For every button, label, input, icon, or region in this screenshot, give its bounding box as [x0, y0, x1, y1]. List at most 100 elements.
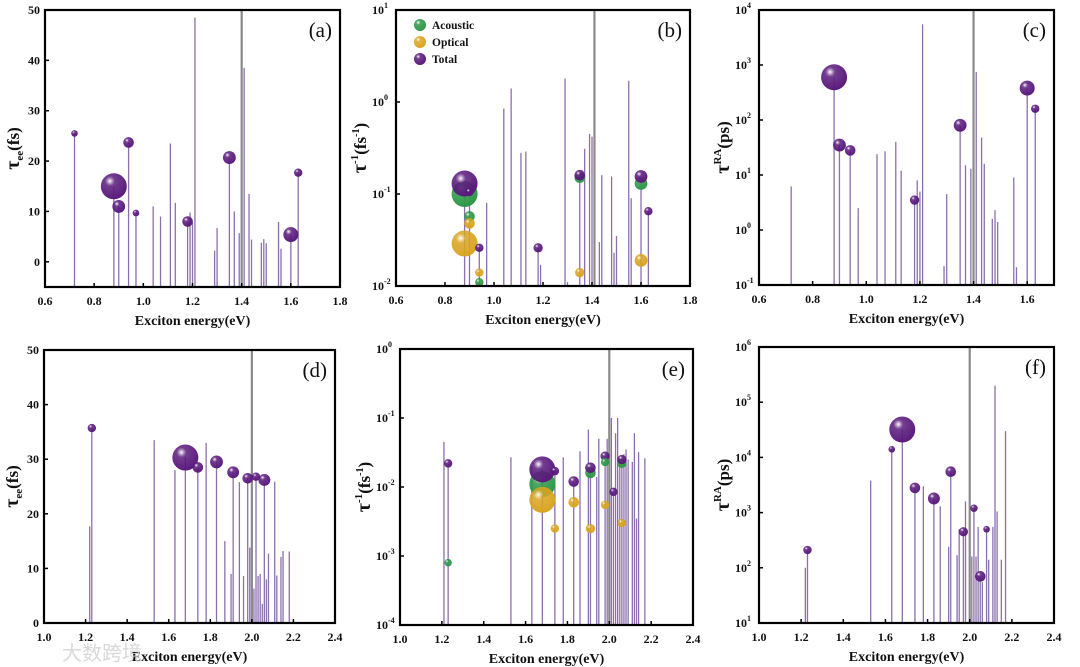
y-tick-exponent: -4: [388, 616, 395, 625]
y-tick-exponent: -1: [747, 276, 754, 285]
marker-acoustic: [600, 457, 610, 467]
x-tick-label: 1.2: [794, 630, 809, 644]
marker-total: [550, 466, 560, 476]
x-tick-label: 1.4: [836, 630, 851, 644]
marker-total: [192, 462, 204, 473]
y-tick-exponent: 5: [747, 393, 751, 402]
legend-label: Optical: [432, 37, 468, 49]
y-tick-label: 10: [735, 506, 747, 520]
marker-optical: [451, 230, 478, 257]
y-tick-label: 10: [376, 480, 388, 494]
y-tick-label: 10: [735, 168, 747, 182]
x-tick-label: 2.4: [328, 630, 343, 644]
y-tick-label: 10: [735, 450, 747, 464]
marker-total: [112, 200, 126, 213]
marker-total: [644, 207, 653, 216]
x-tick-label: 1.8: [560, 632, 575, 646]
x-tick-label: 0.8: [438, 293, 453, 307]
marker-total: [889, 416, 916, 443]
x-tick-label: 1.2: [78, 630, 93, 644]
marker-total: [909, 195, 920, 205]
y-tick-label: 10: [376, 549, 388, 563]
marker-total: [443, 459, 453, 468]
y-axis-label: τRA(ps): [712, 121, 734, 174]
marker-total: [294, 168, 303, 177]
x-tick-label: 0.6: [38, 294, 53, 308]
x-axis-label: Exciton energy(eV): [135, 314, 251, 329]
x-tick-label: 1.4: [966, 292, 981, 306]
y-tick-exponent: 3: [747, 56, 751, 65]
marker-total: [1019, 80, 1035, 96]
y-tick-label: 10: [372, 279, 384, 293]
y-tick-label: 10: [372, 187, 384, 201]
y-tick-label: 10: [735, 223, 747, 237]
y-axis-label: τRA(ps): [712, 459, 734, 512]
x-tick-label: 1.2: [434, 632, 449, 646]
marker-total: [888, 446, 896, 453]
y-tick-label: 10: [376, 618, 388, 632]
y-tick-label: 20: [27, 507, 39, 521]
marker-total: [574, 169, 586, 181]
marker-optical: [617, 518, 627, 528]
watermark: 大数跨境: [62, 641, 142, 665]
x-tick-label: 1.0: [752, 630, 767, 644]
panel-label: (a): [309, 18, 332, 42]
marker-optical: [464, 218, 475, 229]
y-tick-exponent: 1: [747, 166, 751, 175]
legend: Acoustic Optical Total: [414, 19, 474, 66]
y-axis-label: τ-1(fs-1): [353, 462, 375, 512]
y-tick-label: 10: [372, 3, 384, 17]
marker-optical: [634, 253, 648, 267]
marker-total: [600, 451, 610, 461]
marker-optical: [475, 268, 484, 277]
y-tick-label: 0: [33, 616, 39, 630]
x-tick-label: 1.8: [920, 630, 935, 644]
y-tick-label: 10: [735, 616, 747, 630]
y-tick-label: 10: [735, 340, 747, 354]
marker-total: [844, 145, 856, 156]
marker-total: [451, 170, 478, 197]
y-tick-exponent: -1: [388, 409, 395, 418]
y-tick-label: 50: [28, 3, 40, 17]
panel-e: 1.0 1.2 1.4 1.6 1.8 2.0 2.2 2.410-410-310-210-1…: [353, 340, 701, 667]
marker-total: [210, 455, 223, 469]
x-tick-label: 0.6: [752, 292, 767, 306]
marker-total: [465, 187, 474, 197]
marker-total: [533, 243, 543, 253]
marker-total: [953, 118, 967, 132]
y-tick-label: 10: [376, 411, 388, 425]
x-tick-label: 2.0: [244, 630, 259, 644]
y-tick-exponent: 0: [388, 340, 392, 349]
x-tick-label: 1.0: [487, 293, 502, 307]
x-tick-label: 1.0: [393, 632, 408, 646]
marker-total: [227, 466, 240, 479]
panel-label: (e): [662, 357, 685, 381]
x-tick-label: 1.2: [536, 293, 551, 307]
y-tick-exponent: 4: [747, 1, 751, 10]
marker-total: [634, 170, 648, 183]
marker-total: [609, 487, 618, 497]
marker-total: [585, 462, 596, 474]
x-tick-label: 1.0: [37, 630, 52, 644]
panel-d: 1.0 1.2 1.4 1.6 1.8 2.0 2.2 2.4 0 10 20 30 40 50 Excit…: [1, 343, 343, 665]
y-tick-exponent: 4: [747, 448, 751, 457]
marker-total: [71, 130, 78, 137]
x-tick-label: 1.6: [161, 630, 176, 644]
marker-total: [945, 466, 957, 478]
y-tick-label: 10: [27, 561, 39, 575]
marker-total: [958, 527, 969, 537]
marker-total: [100, 173, 127, 200]
x-tick-label: 2.2: [286, 630, 301, 644]
panel-label: (d): [303, 358, 328, 382]
marker-total: [927, 492, 940, 505]
x-tick-label: 1.4: [120, 630, 135, 644]
y-tick-label: 40: [27, 398, 39, 412]
x-tick-label: 2.2: [1004, 630, 1019, 644]
y-tick-exponent: 0: [384, 93, 388, 102]
x-tick-label: 2.0: [602, 632, 617, 646]
x-tick-label: 1.6: [634, 293, 649, 307]
marker-acoustic: [444, 558, 452, 567]
x-tick-label: 1.6: [1020, 292, 1035, 306]
legend-label: Acoustic: [432, 20, 474, 32]
